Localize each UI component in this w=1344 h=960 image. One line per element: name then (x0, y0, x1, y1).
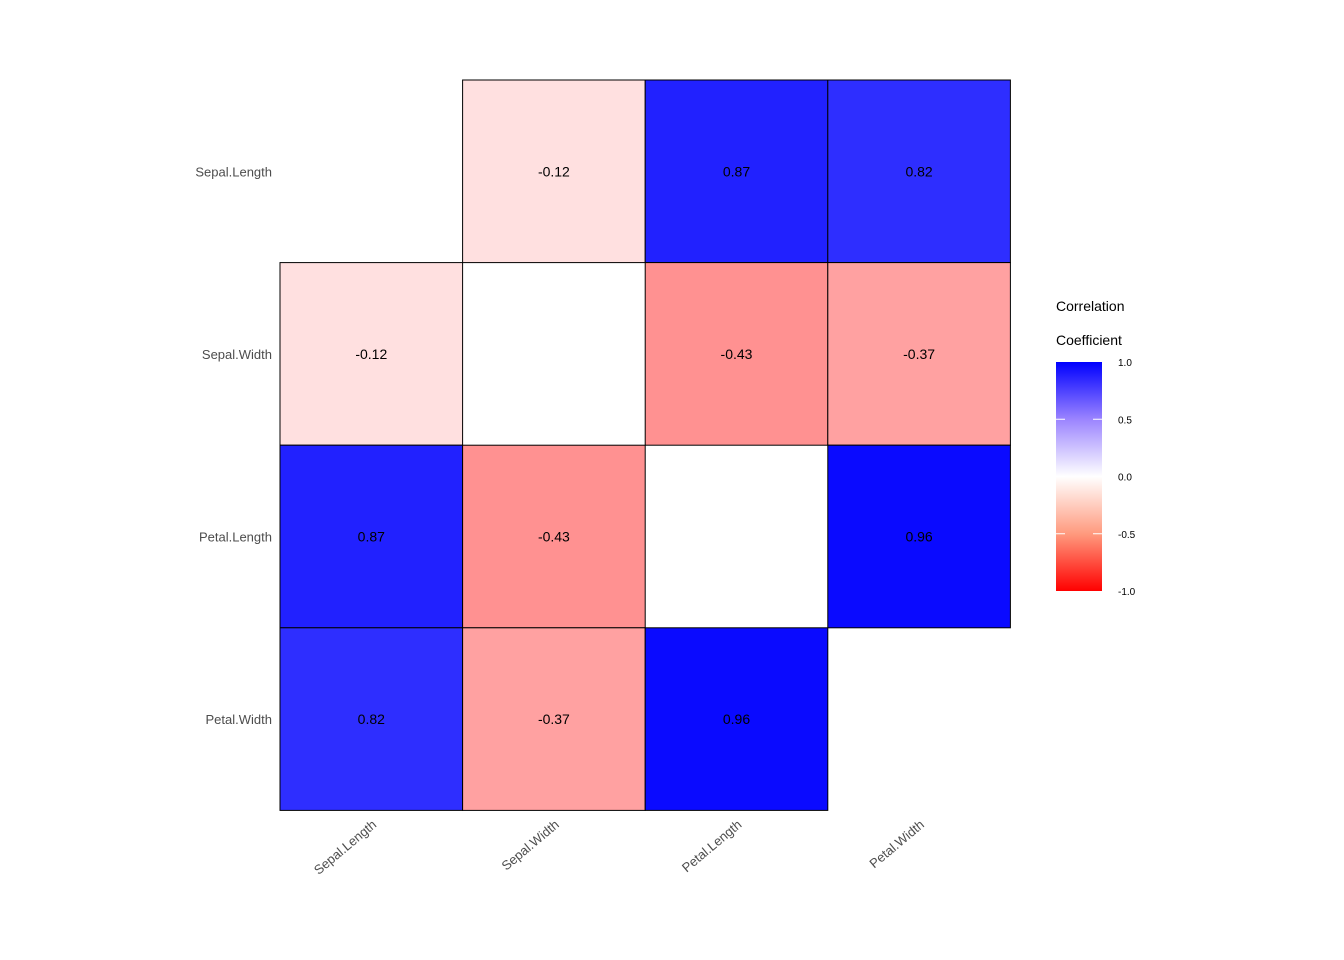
heatmap-cell (462, 79, 646, 264)
y-axis-tick-label: Sepal.Length (195, 164, 272, 179)
heatmap-cell (462, 444, 646, 629)
heatmap-cell (644, 627, 829, 811)
heatmap-cell (827, 262, 1011, 446)
heatmap-cells: -0.12 0.87 0.82 -0.12 -0.43 -0.37 0.87 -0.43 0.9… (279, 79, 1011, 811)
legend-title-line2: Coefficient (1056, 332, 1122, 348)
cell-value-label: -0.37 (538, 711, 570, 727)
cell-value-label: -0.37 (903, 346, 935, 362)
x-axis-tick-label: Sepal.Width (498, 817, 561, 874)
x-axis-labels: Sepal.Length Sepal.Width Petal.Length Petal… (311, 817, 927, 878)
heatmap-cell (827, 79, 1011, 264)
cell-value-label: -0.12 (355, 346, 387, 362)
legend: Correlation Coefficient 1.0 0.5 0.0 -0.5 -1.… (1056, 298, 1136, 598)
heatmap-cell (279, 262, 464, 446)
heatmap-cell (279, 444, 464, 629)
cell-value-label: 0.87 (723, 163, 750, 179)
legend-ticks: 1.0 0.5 0.0 -0.5 -1.0 (1056, 358, 1136, 598)
cell-value-label: 0.87 (358, 529, 385, 545)
legend-tick-label: -0.5 (1118, 530, 1136, 541)
x-axis-tick-label: Sepal.Length (311, 817, 379, 878)
legend-tick-label: 1.0 (1118, 358, 1132, 369)
heatmap-cell (644, 262, 829, 446)
cell-value-label: -0.43 (538, 529, 570, 545)
cell-value-label: -0.43 (721, 346, 753, 362)
y-axis-tick-label: Petal.Length (199, 530, 272, 545)
legend-tick-label: 0.5 (1118, 415, 1132, 426)
y-axis-tick-label: Sepal.Width (202, 347, 272, 362)
legend-tick-label: -1.0 (1118, 587, 1136, 598)
legend-tick-label: 0.0 (1118, 473, 1132, 484)
x-axis-tick-label: Petal.Length (679, 817, 745, 875)
y-axis-tick-label: Petal.Width (206, 712, 272, 727)
heatmap-cell (827, 444, 1011, 629)
cell-value-label: 0.96 (905, 529, 932, 545)
cell-value-label: -0.12 (538, 163, 570, 179)
legend-title-line1: Correlation (1056, 298, 1124, 314)
cell-value-label: 0.82 (905, 163, 932, 179)
heatmap-cell (279, 627, 464, 811)
x-axis-tick-label: Petal.Width (866, 817, 927, 871)
y-axis-labels: Sepal.Length Sepal.Width Petal.Length Petal… (195, 164, 272, 727)
cell-value-label: 0.96 (723, 711, 750, 727)
heatmap-cell (644, 79, 829, 264)
cell-value-label: 0.82 (358, 711, 385, 727)
